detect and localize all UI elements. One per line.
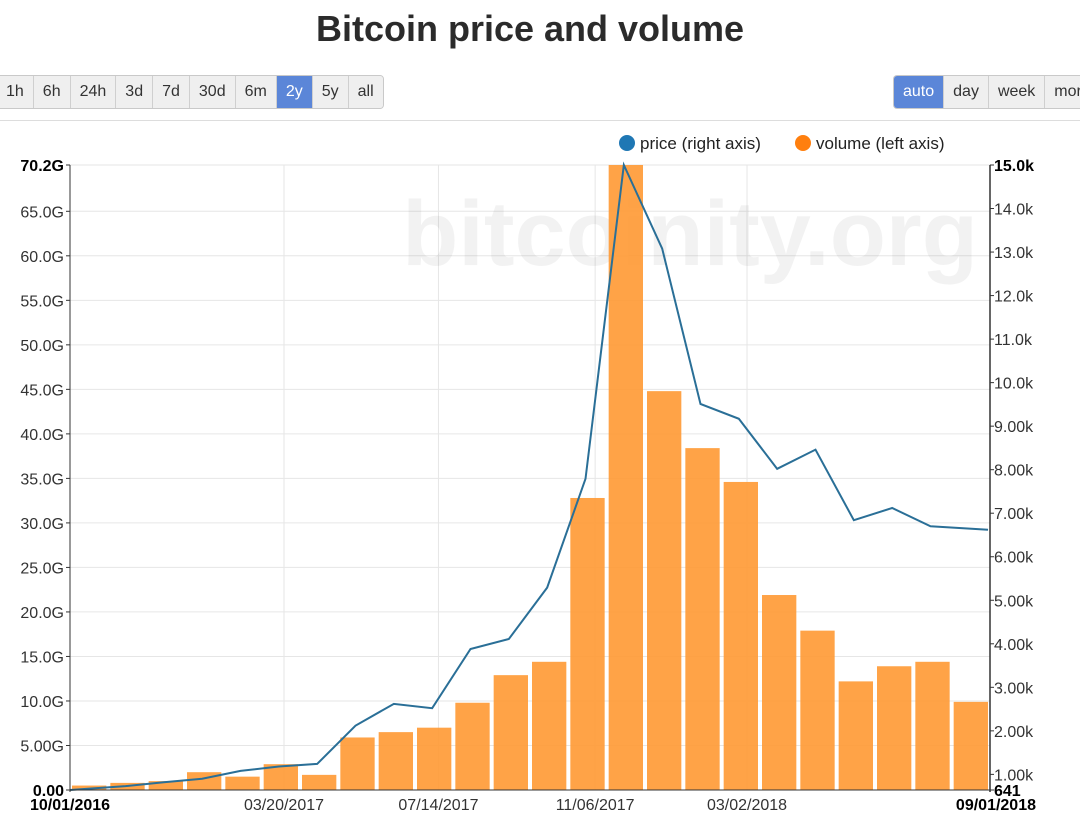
right-tick-label: 5.00k (994, 593, 1034, 610)
volume-bar (148, 781, 183, 790)
range-button-24h[interactable]: 24h (70, 76, 117, 108)
volume-bar (455, 702, 490, 790)
x-tick-label: 03/20/2017 (244, 797, 324, 814)
right-tick-label: 11.0k (994, 332, 1033, 349)
x-tick-label: 09/01/2018 (956, 797, 1036, 814)
resolution-button-day[interactable]: day (944, 76, 989, 108)
time-range-selector: 1h 6h 24h 3d 7d 30d 6m 2y 5y all (0, 75, 384, 109)
right-tick-label: 6.00k (994, 550, 1034, 567)
volume-bar (762, 595, 797, 790)
volume-bar (378, 732, 413, 790)
left-tick-label: 15.0G (20, 649, 64, 666)
volume-bar (340, 737, 375, 790)
resolution-button-week[interactable]: week (988, 76, 1046, 108)
page-title: Bitcoin price and volume (315, 8, 745, 49)
volume-bar (417, 727, 452, 790)
right-tick-label: 14.0k (994, 202, 1034, 219)
right-tick-label: 15.0k (994, 158, 1034, 175)
volume-bar (723, 481, 758, 790)
x-tick-label: 07/14/2017 (398, 797, 478, 814)
left-tick-label: 0.00 (33, 783, 64, 800)
right-tick-label: 641 (994, 783, 1021, 800)
left-tick-label: 50.0G (20, 338, 64, 355)
range-button-6m[interactable]: 6m (235, 76, 277, 108)
left-tick-label: 40.0G (20, 427, 64, 444)
legend-label: price (right axis) (640, 134, 761, 153)
volume-bar (877, 666, 912, 790)
left-tick-label: 70.2G (20, 158, 64, 175)
volume-bar (647, 391, 682, 790)
volume-bar (685, 448, 720, 790)
left-tick-label: 65.0G (20, 204, 64, 221)
right-tick-label: 2.00k (994, 724, 1034, 741)
watermark: bitcoinity.org (402, 183, 978, 285)
right-tick-label: 8.00k (994, 463, 1034, 480)
right-tick-label: 4.00k (994, 637, 1034, 654)
volume-bar (608, 165, 643, 790)
header-divider (0, 120, 1080, 121)
left-tick-label: 55.0G (20, 293, 64, 310)
right-tick-label: 3.00k (994, 680, 1034, 697)
left-tick-label: 45.0G (20, 382, 64, 399)
range-button-2y[interactable]: 2y (276, 76, 313, 108)
range-button-7d[interactable]: 7d (153, 76, 190, 108)
range-button-6h[interactable]: 6h (33, 76, 71, 108)
volume-bar (225, 776, 260, 790)
volume-bar (838, 681, 873, 790)
price-line (69, 161, 989, 791)
range-button-3d[interactable]: 3d (116, 76, 154, 108)
left-tick-label: 30.0G (20, 516, 64, 533)
price-volume-chart: bitcoinity.org 0.00 5.00G 10.0G 15.0G 20.0G 25… (20, 134, 1036, 814)
resolution-button-mor[interactable]: mor (1045, 76, 1080, 108)
left-tick-label: 35.0G (20, 471, 64, 488)
range-button-5y[interactable]: 5y (312, 76, 349, 108)
volume-bar (953, 701, 988, 790)
volume-bar (915, 661, 950, 790)
right-tick-label: 12.0k (994, 289, 1034, 306)
left-tick-label: 10.0G (20, 694, 64, 711)
left-tick-label: 25.0G (20, 560, 64, 577)
range-button-30d[interactable]: 30d (189, 76, 236, 108)
resolution-button-auto[interactable]: auto (894, 76, 945, 108)
right-tick-label: 10.0k (994, 376, 1034, 393)
legend-marker (795, 135, 811, 151)
x-tick-label: 11/06/2017 (556, 797, 635, 814)
resolution-selector: auto day week mor (893, 75, 1080, 109)
legend-marker (619, 135, 635, 151)
range-button-all[interactable]: all (348, 76, 383, 108)
right-tick-label: 9.00k (994, 419, 1034, 436)
volume-bar (302, 774, 337, 790)
range-button-1h[interactable]: 1h (0, 76, 34, 108)
volume-bar (800, 630, 835, 790)
right-tick-label: 7.00k (994, 506, 1034, 523)
x-tick-label: 10/01/2016 (30, 797, 110, 814)
left-tick-label: 5.00G (20, 738, 64, 755)
legend-label: volume (left axis) (816, 134, 944, 153)
right-tick-label: 13.0k (994, 245, 1034, 262)
left-tick-label: 60.0G (20, 249, 64, 266)
volume-bar (493, 675, 528, 790)
volume-bar (570, 497, 605, 790)
volume-bar (532, 661, 567, 790)
left-tick-label: 20.0G (20, 605, 64, 622)
right-tick-label: 1.00k (994, 767, 1034, 784)
x-tick-label: 03/02/2018 (707, 797, 787, 814)
